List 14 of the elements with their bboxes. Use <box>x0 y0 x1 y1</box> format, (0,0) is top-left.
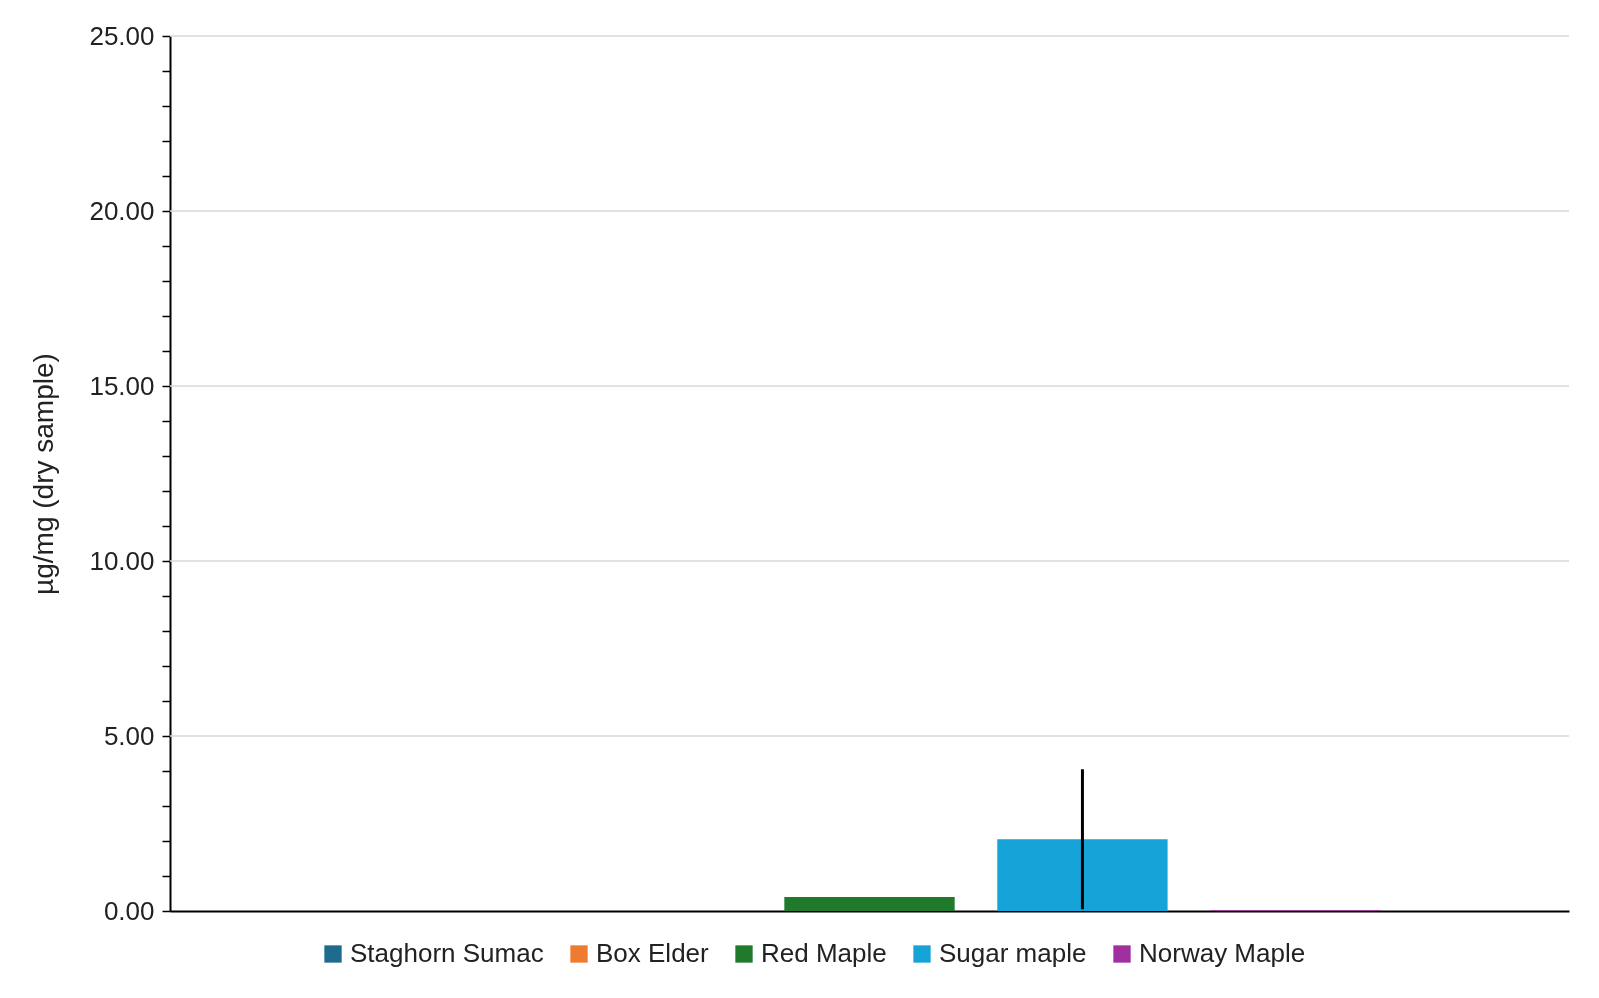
y-tick-label: 25.00 <box>89 20 155 51</box>
bar <box>997 839 1168 911</box>
y-tick-label: 5.00 <box>103 720 155 751</box>
legend-label: Sugar maple <box>939 938 1087 968</box>
y-tick-label: 20.00 <box>89 195 155 226</box>
y-tick-label: 10.00 <box>89 545 155 576</box>
legend-label: Box Elder <box>596 938 710 968</box>
legend-label: Staghorn Sumac <box>350 938 544 968</box>
y-axis-title: µg/mg (dry sample) <box>28 353 60 595</box>
bar <box>784 897 955 911</box>
legend-label: Norway Maple <box>1139 938 1306 968</box>
y-tick-label: 15.00 <box>89 370 155 401</box>
legend-label: Red Maple <box>761 938 887 968</box>
y-tick-label: 0.00 <box>103 895 155 926</box>
